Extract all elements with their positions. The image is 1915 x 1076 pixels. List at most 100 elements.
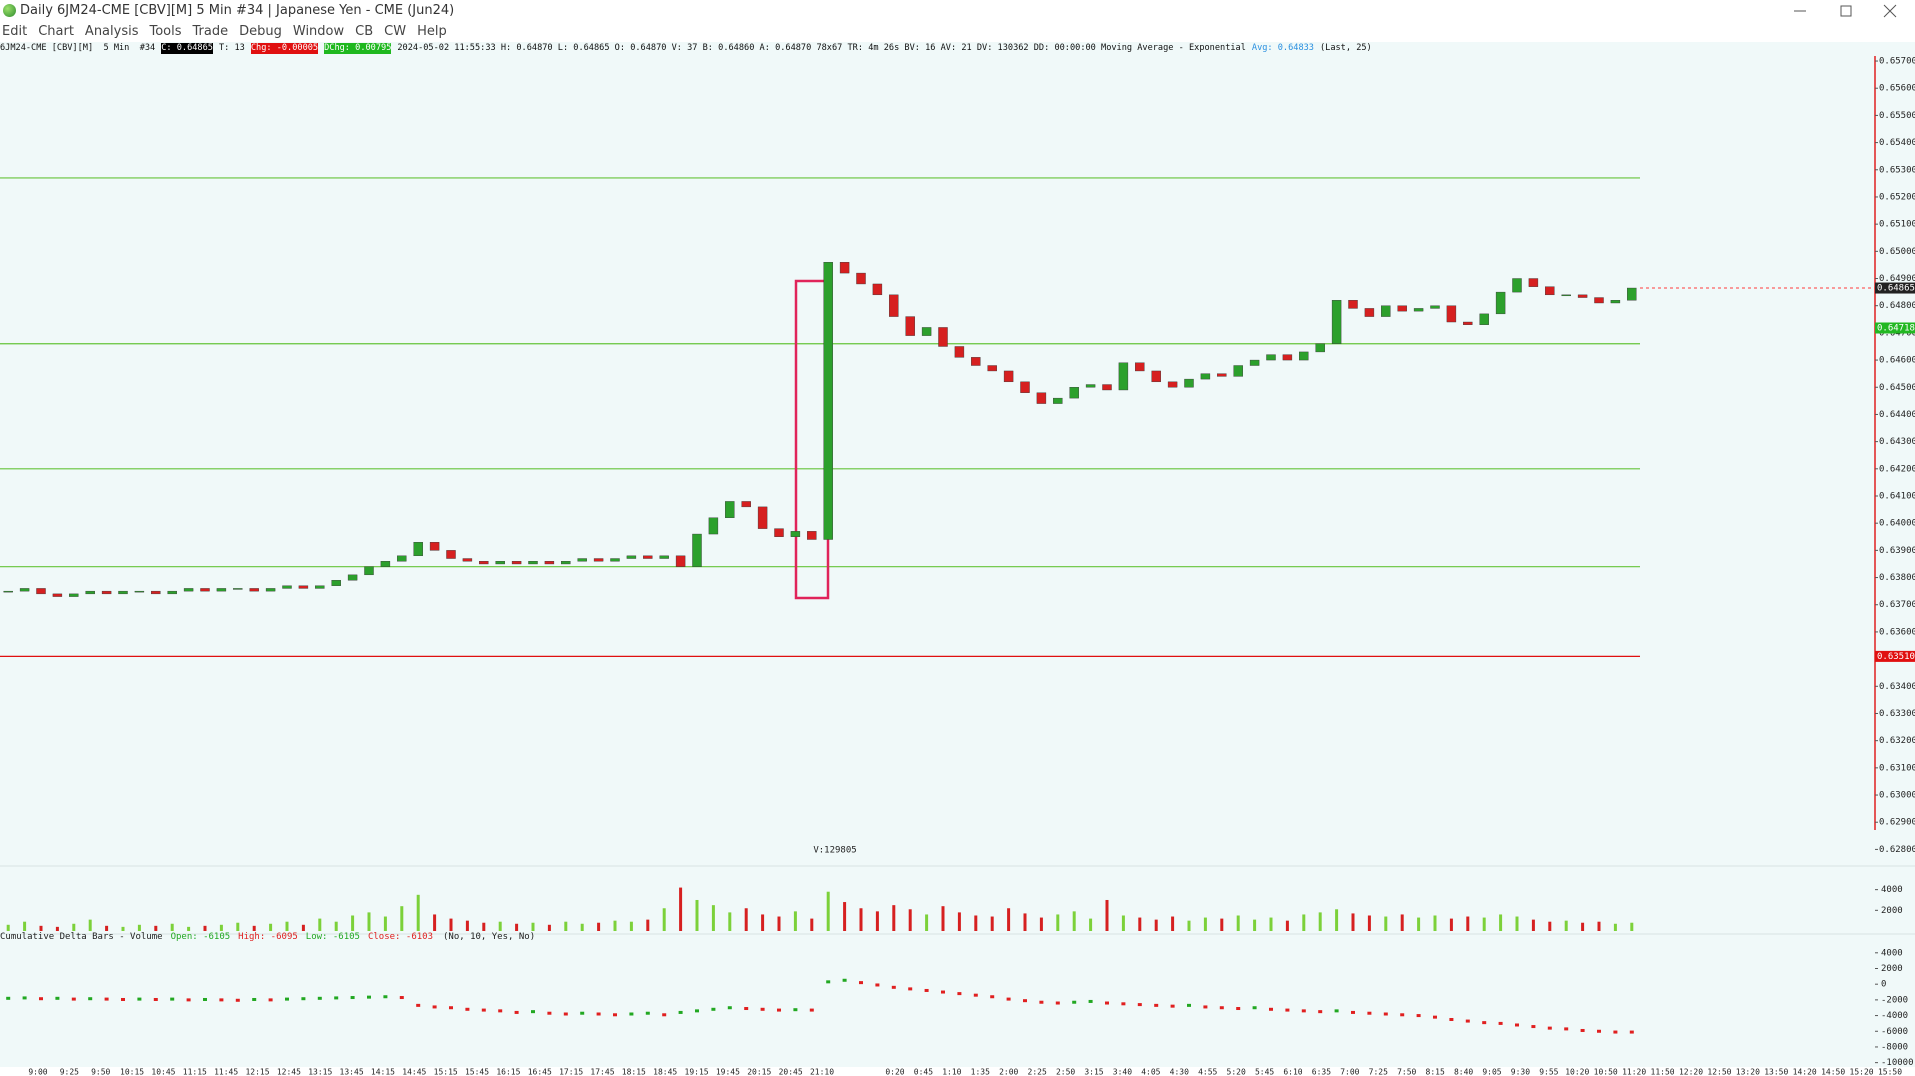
price-marker-label: 0.64865 — [1877, 284, 1915, 294]
candle — [921, 327, 932, 336]
candle — [1430, 305, 1440, 309]
close-button[interactable] — [1883, 4, 1897, 18]
volume-bar — [1384, 916, 1388, 931]
delta-bar — [334, 996, 339, 1000]
restore-button[interactable] — [1840, 5, 1852, 17]
delta-bar — [990, 995, 995, 999]
time-label: 4:05 — [1141, 1068, 1160, 1076]
candle — [200, 588, 210, 592]
delta-bar — [1236, 1007, 1241, 1011]
menu-item[interactable]: Debug — [239, 24, 282, 39]
volume-bar — [154, 925, 158, 931]
time-label: 0:45 — [914, 1068, 933, 1076]
candle — [823, 262, 833, 540]
volume-bar — [1171, 916, 1175, 931]
time-label: 1:10 — [942, 1068, 961, 1076]
candle — [511, 561, 522, 565]
candle — [167, 590, 177, 595]
candle — [249, 588, 259, 592]
menu-item[interactable]: CB — [355, 24, 374, 39]
candle — [528, 561, 538, 565]
volume-bar — [695, 899, 699, 931]
y-tick-label: 0.64100 — [1879, 492, 1915, 502]
info-field: 6JM24-CME [CBV][M] 5 Min #34 — [0, 43, 156, 53]
delta-bar — [1170, 1004, 1175, 1008]
delta-bar — [1564, 1027, 1569, 1031]
candle — [1463, 321, 1473, 325]
menu-item[interactable]: Analysis — [84, 24, 139, 39]
delta-bar — [1597, 1029, 1601, 1033]
volume-bar — [269, 923, 273, 931]
candle — [757, 506, 768, 529]
delta-bar — [1121, 1002, 1126, 1006]
delta-bar — [826, 980, 831, 984]
time-label: 2:00 — [999, 1068, 1018, 1076]
candle — [774, 528, 784, 537]
candle — [52, 593, 63, 597]
time-label: 9:30 — [1511, 1068, 1530, 1076]
volume-bar — [629, 921, 633, 931]
delta-bar — [153, 997, 158, 1001]
time-label: 2:50 — [1056, 1068, 1075, 1076]
price-marker-label: 0.63510 — [1877, 652, 1915, 662]
candle — [856, 272, 866, 285]
menu-item[interactable]: Trade — [192, 24, 229, 39]
delta-bar — [1006, 997, 1011, 1001]
y-tick-label: 0.64400 — [1879, 410, 1915, 420]
time-label: 3:40 — [1113, 1068, 1132, 1076]
candle — [807, 531, 817, 540]
app-icon — [3, 4, 16, 17]
menu-item[interactable]: Chart — [38, 24, 74, 39]
menu-item[interactable]: Tools — [149, 24, 182, 39]
candle — [1577, 294, 1588, 298]
time-label: 13:20 — [1736, 1068, 1760, 1076]
y-tick-label: 0.65000 — [1879, 247, 1915, 257]
volume-annotation: V:129805 — [813, 846, 856, 856]
delta-bar — [678, 1010, 683, 1014]
window-controls[interactable] — [0, 0, 1915, 22]
volume-bar — [1499, 914, 1503, 931]
time-label: 2:25 — [1028, 1068, 1047, 1076]
delta-bar — [891, 985, 896, 989]
delta-bar — [563, 1012, 568, 1016]
volume-bar — [1613, 923, 1617, 931]
menu-item[interactable]: Help — [417, 24, 447, 39]
time-label: 8:15 — [1426, 1068, 1445, 1076]
delta-bar — [760, 1007, 765, 1011]
delta-bar — [1449, 1017, 1454, 1021]
candle — [1610, 300, 1621, 304]
volume-bar — [613, 920, 617, 931]
menu-item[interactable]: CW — [384, 24, 407, 39]
y-tick-label: 0.63600 — [1879, 627, 1915, 637]
menu-item[interactable]: Edit — [2, 24, 28, 39]
volume-bar — [1318, 912, 1322, 931]
volume-bar — [1203, 917, 1207, 931]
volume-bar — [55, 926, 59, 931]
delta-bar — [957, 992, 962, 996]
y-tick-label: 2000 — [1881, 964, 1903, 974]
y-tick-label: 0.63400 — [1879, 682, 1915, 692]
candle — [1348, 300, 1358, 309]
time-label: 9:25 — [60, 1068, 79, 1076]
volume-bar — [465, 920, 469, 931]
y-tick-label: 0.64900 — [1879, 274, 1915, 284]
candle — [1315, 343, 1325, 353]
delta-params: (No, 10, Yes, No) — [443, 932, 535, 942]
volume-bar — [728, 912, 732, 931]
volume-bar — [941, 906, 945, 931]
time-label: 21:10 — [810, 1068, 834, 1076]
volume-bar — [6, 924, 10, 931]
y-tick-label: 0.63300 — [1879, 709, 1915, 719]
price-marker-box — [1875, 282, 1915, 294]
volume-bar — [793, 911, 797, 931]
candle — [479, 561, 489, 565]
volume-bar — [761, 914, 765, 931]
menu-item[interactable]: Window — [292, 24, 345, 39]
time-label: 10:50 — [1594, 1068, 1618, 1076]
time-label: 9:50 — [91, 1068, 110, 1076]
candle — [413, 542, 423, 557]
volume-bar — [1023, 913, 1027, 931]
candle — [1364, 308, 1375, 317]
window-title: Daily 6JM24-CME [CBV][M] 5 Min #34 | Jap… — [20, 3, 455, 18]
candle — [1184, 378, 1194, 388]
